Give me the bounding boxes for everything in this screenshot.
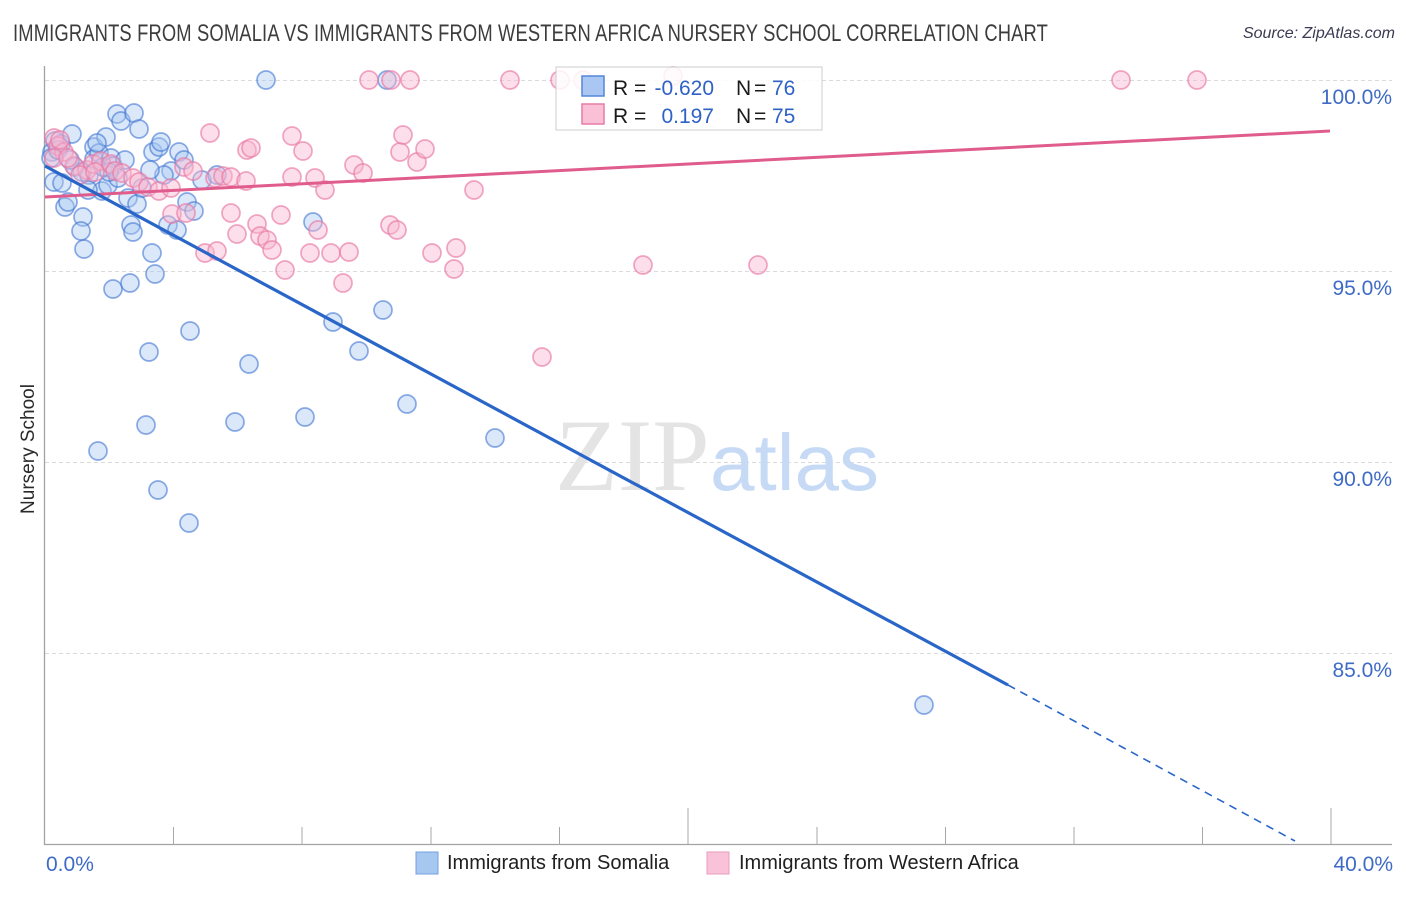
- svg-text:90.0%: 90.0%: [1332, 468, 1392, 491]
- svg-text:ZIP: ZIP: [555, 399, 710, 513]
- svg-text:Nursery School: Nursery School: [18, 384, 39, 514]
- svg-text:Source: ZipAtlas.com: Source: ZipAtlas.com: [1243, 25, 1395, 42]
- svg-text:95.0%: 95.0%: [1332, 277, 1392, 300]
- svg-text:-0.620: -0.620: [654, 77, 714, 100]
- svg-text:IMMIGRANTS FROM SOMALIA VS IMM: IMMIGRANTS FROM SOMALIA VS IMMIGRANTS FR…: [13, 20, 1048, 47]
- svg-text:Immigrants from Somalia: Immigrants from Somalia: [447, 852, 670, 874]
- svg-text:R =: R =: [613, 105, 646, 128]
- svg-text:N: N: [736, 77, 751, 100]
- svg-text:Immigrants from Western Africa: Immigrants from Western Africa: [739, 852, 1020, 874]
- svg-text:=: =: [754, 105, 766, 128]
- svg-text:atlas: atlas: [710, 418, 879, 507]
- svg-text:0.0%: 0.0%: [46, 853, 94, 876]
- svg-text:85.0%: 85.0%: [1332, 659, 1392, 682]
- svg-text:40.0%: 40.0%: [1333, 853, 1393, 876]
- svg-text:100.0%: 100.0%: [1321, 86, 1392, 109]
- svg-text:0.197: 0.197: [661, 105, 714, 128]
- svg-text:N: N: [736, 105, 751, 128]
- svg-text:R =: R =: [613, 77, 646, 100]
- svg-text:=: =: [754, 77, 766, 100]
- svg-text:76: 76: [772, 77, 795, 100]
- svg-text:75: 75: [772, 105, 795, 128]
